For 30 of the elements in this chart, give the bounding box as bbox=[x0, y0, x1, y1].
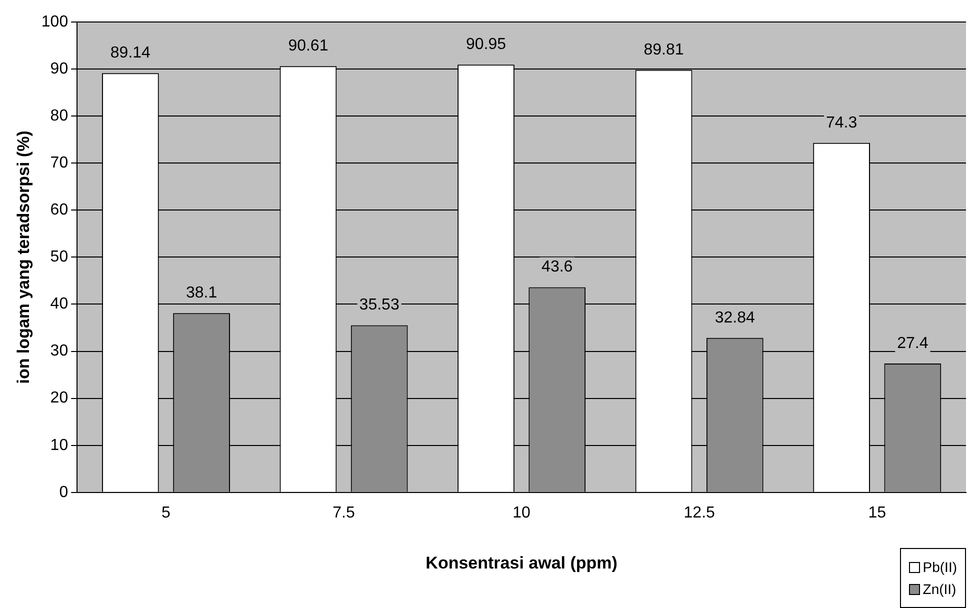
y-axis-title: ion logam yang teradsorpsi (%) bbox=[14, 130, 33, 384]
y-tick-label: 50 bbox=[50, 248, 68, 266]
x-axis-title: Konsentrasi awal (ppm) bbox=[426, 553, 618, 572]
legend-label: Zn(II) bbox=[922, 581, 956, 597]
data-label: 90.95 bbox=[466, 36, 506, 53]
data-label: 35.53 bbox=[359, 296, 400, 314]
data-label: 38.1 bbox=[186, 284, 218, 302]
y-tick-label: 90 bbox=[50, 60, 68, 78]
y-tick-label: 100 bbox=[41, 13, 68, 30]
y-tick-label: 10 bbox=[50, 436, 68, 454]
x-tick-label: 12.5 bbox=[684, 504, 715, 522]
data-label: 74.3 bbox=[826, 114, 858, 132]
data-label: 27.4 bbox=[897, 334, 928, 352]
y-tick-label: 20 bbox=[50, 390, 68, 407]
y-tick-label: 40 bbox=[50, 296, 68, 313]
data-label: 32.84 bbox=[714, 309, 755, 326]
y-tick-label: 30 bbox=[50, 342, 68, 360]
data-label: 90.61 bbox=[288, 38, 328, 55]
data-label: 89.81 bbox=[644, 41, 684, 58]
x-tick-label: 7.5 bbox=[332, 504, 355, 522]
x-tick-label: 10 bbox=[512, 504, 531, 522]
data-label: 43.6 bbox=[542, 258, 573, 276]
x-tick-label: 15 bbox=[868, 504, 886, 522]
y-tick-label: 80 bbox=[50, 107, 68, 124]
y-tick-label: 0 bbox=[59, 484, 68, 501]
y-tick-label: 70 bbox=[50, 154, 68, 172]
x-tick-label: 5 bbox=[162, 504, 171, 522]
data-label: 89.14 bbox=[110, 44, 151, 62]
legend-label: Pb(II) bbox=[922, 559, 957, 575]
y-tick-label: 60 bbox=[50, 202, 68, 219]
